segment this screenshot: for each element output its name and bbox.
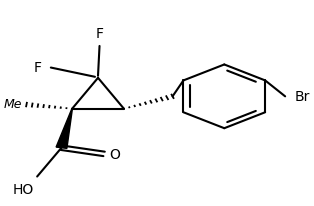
Text: F: F	[95, 27, 104, 41]
Text: O: O	[110, 147, 121, 161]
Text: F: F	[34, 60, 42, 74]
Text: HO: HO	[13, 182, 34, 196]
Text: Me: Me	[3, 98, 22, 110]
Polygon shape	[56, 109, 73, 149]
Text: Br: Br	[294, 90, 310, 104]
